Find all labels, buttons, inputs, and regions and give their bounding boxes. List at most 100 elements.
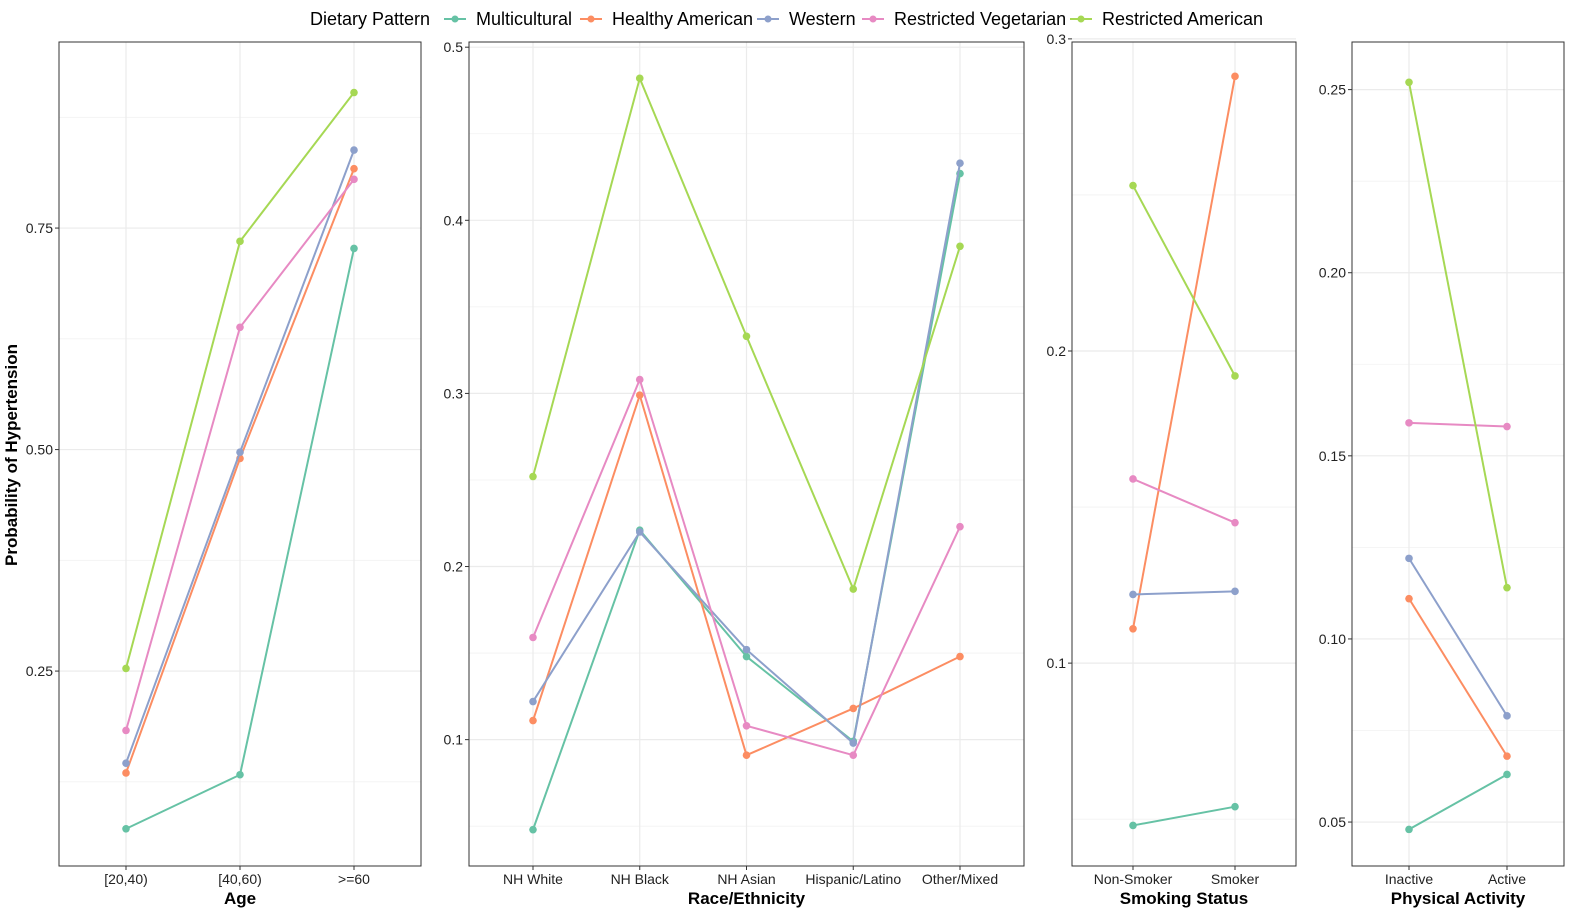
legend-item-western: Western (757, 9, 856, 29)
panel-physical-activity: 0.05 0.10 0.15 0.20 0.25 Inactive Active Physic… (1319, 41, 1565, 908)
legend-item-restricted-vegetarian: Restricted Vegetarian (862, 9, 1066, 29)
x-tick-label: NH Black (611, 871, 670, 887)
legend-item-restricted-american: Restricted American (1070, 9, 1263, 29)
x-tick-label: Other/Mixed (922, 871, 998, 887)
y-tick-label: 0.75 (26, 220, 53, 236)
data-point (350, 146, 358, 154)
x-tick-label: >=60 (338, 871, 370, 887)
legend-key-point (451, 15, 459, 23)
series-western (1129, 587, 1239, 599)
y-tick-label: 0.4 (444, 212, 464, 228)
x-tick-label: NH Asian (717, 871, 775, 887)
data-point (236, 770, 244, 779)
data-point (122, 664, 130, 673)
x-tick-label: Hispanic/Latino (805, 871, 901, 887)
data-point (1231, 372, 1239, 380)
x-tick-label: [20,40) (104, 871, 148, 887)
data-point (635, 391, 644, 399)
data-point (849, 704, 858, 713)
data-point (1129, 590, 1137, 599)
y-tick-label: 0.3 (1047, 31, 1067, 47)
series-restricted-vegetarian (529, 375, 964, 760)
data-point (849, 751, 858, 760)
data-point (122, 769, 130, 777)
series-restricted-american (122, 88, 358, 673)
data-point (635, 528, 644, 536)
data-point (635, 74, 644, 83)
data-point (1129, 624, 1137, 633)
series-restricted-vegetarian (122, 175, 358, 735)
data-point (1503, 712, 1511, 720)
data-point (742, 332, 751, 341)
x-axis-title: Physical Activity (1391, 889, 1526, 908)
data-point (529, 697, 537, 706)
legend-label: Restricted American (1102, 9, 1263, 29)
y-tick-label: 0.1 (444, 732, 464, 748)
series-line (1408, 557, 1508, 717)
data-point (1503, 583, 1511, 592)
series-healthy-american (529, 391, 964, 760)
legend-label: Restricted Vegetarian (894, 9, 1066, 29)
data-point (956, 522, 964, 531)
data-point (1503, 752, 1511, 760)
data-point (1503, 422, 1511, 431)
data-point (350, 88, 358, 97)
panel-age: 0.25 0.50 0.75 [20,40) [40,60) >=60 Age (26, 41, 422, 908)
y-tick-label: 0.25 (1319, 82, 1346, 98)
data-point (529, 716, 537, 725)
series-line (1132, 76, 1236, 629)
data-point (635, 375, 644, 384)
x-tick-label: Active (1488, 871, 1526, 887)
data-point (849, 739, 858, 747)
data-point (956, 159, 964, 167)
y-tick-label: 0.05 (1319, 814, 1346, 830)
x-tick-label: Inactive (1385, 871, 1433, 887)
data-point (350, 244, 358, 253)
data-point (1231, 518, 1239, 527)
series-line (1132, 478, 1236, 524)
panel-smoking-status: 0.1 0.2 0.3 Non-Smoker Smoker Smoking Status (1047, 31, 1297, 908)
data-point (742, 645, 751, 654)
legend: Dietary Pattern Multicultural Healthy Ame… (310, 9, 1263, 29)
data-point (849, 585, 858, 593)
data-point (529, 472, 537, 481)
y-tick-label: 0.1 (1047, 655, 1067, 671)
legend-label: Western (789, 9, 856, 29)
panel-background (1072, 42, 1296, 866)
panel-background (1352, 42, 1564, 866)
series-western (122, 146, 358, 768)
series-multicultural (1405, 770, 1511, 834)
legend-title: Dietary Pattern (310, 9, 430, 29)
data-point (1231, 802, 1239, 811)
x-tick-label: NH White (503, 871, 563, 887)
data-point (122, 824, 130, 833)
data-point (1405, 594, 1413, 603)
y-tick-label: 0.10 (1319, 631, 1346, 647)
x-tick-label: Non-Smoker (1094, 871, 1173, 887)
data-point (122, 759, 130, 768)
legend-key-point (1077, 15, 1085, 23)
data-point (350, 164, 358, 173)
data-point (956, 242, 964, 251)
data-point (529, 633, 537, 642)
data-point (1231, 72, 1239, 81)
series-western (529, 159, 964, 747)
series-multicultural (1129, 802, 1239, 830)
series-western (1405, 554, 1511, 720)
panel-race-ethnicity: 0.1 0.2 0.3 0.4 0.5 NH White NH Black NH Asian H… (444, 39, 1025, 908)
data-point (1129, 821, 1137, 830)
series-line (1132, 805, 1236, 827)
data-point (1405, 554, 1413, 563)
series-line (1132, 185, 1236, 377)
series-restricted-vegetarian (1129, 475, 1239, 527)
series-restricted-american (529, 74, 964, 593)
data-point (1231, 587, 1239, 596)
data-point (236, 237, 244, 246)
data-point (1129, 475, 1137, 483)
legend-key-point (764, 15, 772, 23)
y-tick-label: 0.20 (1319, 265, 1346, 281)
y-tick-label: 0.2 (444, 559, 464, 575)
legend-label: Healthy American (612, 9, 753, 29)
series-healthy-american (1405, 594, 1511, 760)
